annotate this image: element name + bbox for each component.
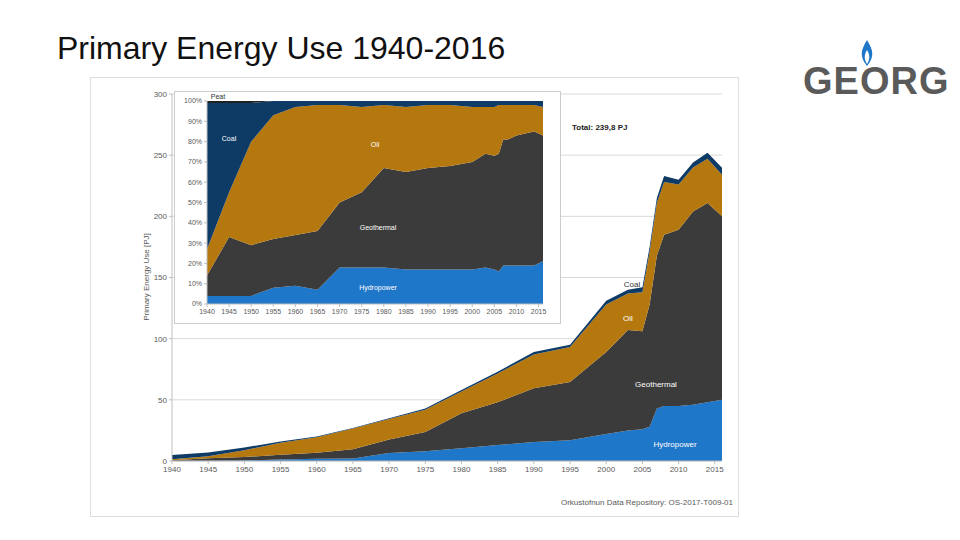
svg-text:1990: 1990 <box>525 465 543 474</box>
html-text:Oil: Oil <box>370 140 380 148</box>
svg-text:1995: 1995 <box>442 308 458 315</box>
html-text:Coal: Coal <box>623 279 641 289</box>
svg-text:1940: 1940 <box>199 308 215 315</box>
svg-text:20%: 20% <box>188 260 202 267</box>
svg-text:50: 50 <box>158 396 167 405</box>
html-text:Total: 239,8 PJ: Total: 239,8 PJ <box>572 123 628 132</box>
svg-text:50%: 50% <box>188 199 202 206</box>
svg-text:1940: 1940 <box>163 465 181 474</box>
svg-text:30%: 30% <box>188 240 202 247</box>
svg-text:1955: 1955 <box>272 465 290 474</box>
svg-text:1955: 1955 <box>266 308 282 315</box>
html-text:Geothermal: Geothermal <box>635 379 677 389</box>
svg-text:2005: 2005 <box>487 308 503 315</box>
svg-text:1975: 1975 <box>354 308 370 315</box>
svg-text:70%: 70% <box>188 158 202 165</box>
svg-text:250: 250 <box>154 151 168 160</box>
svg-text:1990: 1990 <box>420 308 436 315</box>
svg-text:1965: 1965 <box>310 308 326 315</box>
svg-text:2000: 2000 <box>597 465 615 474</box>
html-text:Hydropower: Hydropower <box>653 439 697 449</box>
svg-text:1985: 1985 <box>489 465 507 474</box>
html-text:Peat: Peat <box>210 92 226 100</box>
html-text:Hydropower: Hydropower <box>359 283 397 291</box>
svg-text:1985: 1985 <box>398 308 414 315</box>
svg-text:40%: 40% <box>188 219 202 226</box>
html-text:Coal: Coal <box>221 134 237 142</box>
html-text:GEORG: GEORG <box>803 60 950 102</box>
svg-text:2000: 2000 <box>464 308 480 315</box>
svg-text:1980: 1980 <box>376 308 392 315</box>
svg-text:90%: 90% <box>188 118 202 125</box>
svg-text:150: 150 <box>154 273 168 282</box>
svg-text:1965: 1965 <box>344 465 362 474</box>
svg-text:100%: 100% <box>184 97 202 104</box>
svg-text:1945: 1945 <box>199 465 217 474</box>
svg-text:2005: 2005 <box>633 465 651 474</box>
svg-text:200: 200 <box>154 212 168 221</box>
svg-text:1970: 1970 <box>380 465 398 474</box>
svg-text:1975: 1975 <box>416 465 434 474</box>
html-text:Primary Energy Use 1940-2016: Primary Energy Use 1940-2016 <box>57 30 506 66</box>
svg-text:1945: 1945 <box>221 308 237 315</box>
svg-text:10%: 10% <box>188 280 202 287</box>
svg-text:80%: 80% <box>188 138 202 145</box>
svg-text:100: 100 <box>154 335 168 344</box>
svg-text:1970: 1970 <box>332 308 348 315</box>
svg-text:1960: 1960 <box>308 465 326 474</box>
svg-text:1980: 1980 <box>453 465 471 474</box>
svg-text:2010: 2010 <box>509 308 525 315</box>
html-text:Geothermal: Geothermal <box>359 223 397 231</box>
html-text:Primary Energy Use [PJ]: Primary Energy Use [PJ] <box>141 233 151 321</box>
svg-text:2010: 2010 <box>670 465 688 474</box>
svg-text:1995: 1995 <box>561 465 579 474</box>
svg-text:0%: 0% <box>192 300 202 307</box>
svg-text:0: 0 <box>163 457 168 466</box>
svg-text:1960: 1960 <box>288 308 304 315</box>
svg-text:1950: 1950 <box>243 308 259 315</box>
svg-text:2015: 2015 <box>531 308 547 315</box>
svg-text:1950: 1950 <box>235 465 253 474</box>
svg-text:2015: 2015 <box>706 465 724 474</box>
html-text:Oil: Oil <box>623 313 633 323</box>
html-text:Orkustofnun Data Repository: O: Orkustofnun Data Repository: OS-2017-T00… <box>560 498 733 507</box>
svg-text:300: 300 <box>154 90 168 99</box>
svg-text:60%: 60% <box>188 179 202 186</box>
